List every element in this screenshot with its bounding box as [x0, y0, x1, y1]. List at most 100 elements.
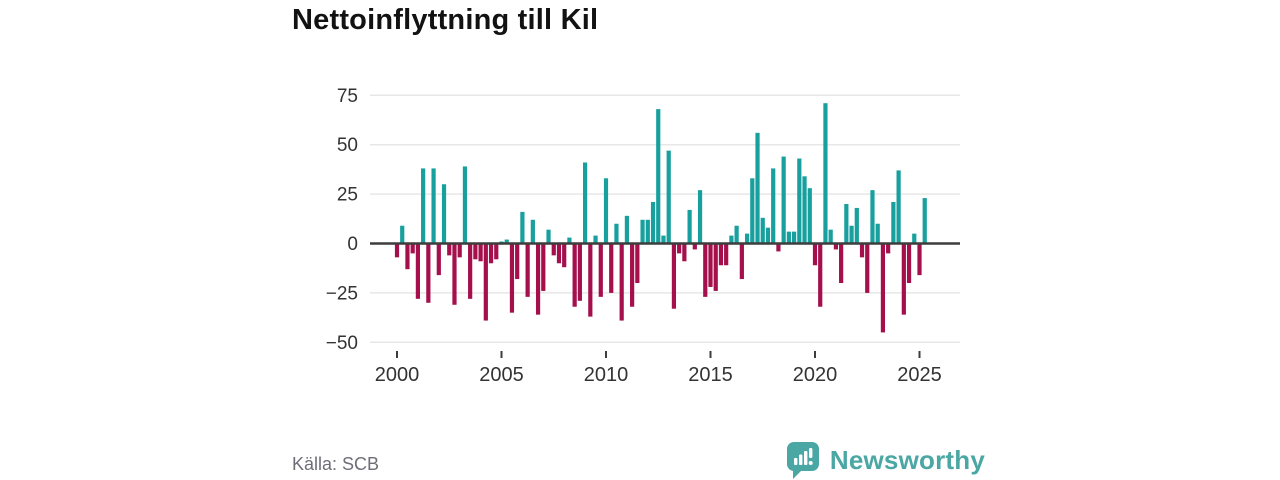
x-axis-label: 2015: [688, 364, 733, 386]
bar-positive: [431, 168, 436, 244]
bar-negative: [410, 243, 415, 254]
bar-positive: [530, 219, 535, 244]
bar-positive: [765, 227, 771, 244]
bar-negative: [447, 243, 452, 256]
bar-positive: [849, 225, 854, 244]
brand-logo: Newsworthy: [784, 440, 985, 480]
bar-negative: [724, 243, 729, 266]
bar-negative: [457, 243, 462, 258]
bar-negative: [436, 243, 441, 276]
bar-negative: [541, 243, 546, 291]
bar-negative: [739, 243, 744, 280]
bar-positive: [614, 223, 619, 244]
bar-negative: [405, 243, 410, 270]
y-axis-label: 75: [337, 86, 358, 107]
bar-positive: [400, 225, 405, 244]
source-note: Källa: SCB: [292, 454, 380, 474]
bar-positive: [744, 233, 750, 244]
bar-negative: [630, 243, 635, 307]
bar-positive: [922, 198, 927, 244]
bar-negative: [572, 243, 577, 307]
bar-positive: [687, 209, 692, 244]
bar-negative: [525, 243, 530, 297]
bar-positive: [781, 156, 786, 244]
bar-negative: [478, 243, 483, 262]
bar-positive: [771, 168, 776, 244]
bar-positive: [729, 235, 734, 244]
bar-negative: [598, 243, 603, 297]
bar-negative: [703, 243, 708, 297]
bar-negative: [677, 243, 682, 254]
bar-negative: [415, 243, 420, 299]
bar-positive: [828, 229, 833, 244]
bar-positive: [697, 190, 703, 244]
bar-negative: [692, 243, 697, 250]
y-axis-label: −50: [326, 333, 358, 354]
bar-positive: [504, 239, 509, 244]
bar-positive: [823, 103, 828, 244]
bar-positive: [546, 229, 551, 244]
bar-negative: [708, 243, 713, 287]
bar-positive: [870, 190, 875, 244]
x-axis-label: 2010: [584, 364, 629, 386]
bar-positive: [462, 166, 468, 244]
bar-negative: [588, 243, 593, 317]
bar-negative: [818, 243, 823, 307]
brand-name: Newsworthy: [829, 444, 985, 475]
bar-negative: [917, 243, 922, 276]
bar-negative: [682, 243, 687, 262]
bar-negative: [718, 243, 724, 266]
bar-positive: [734, 225, 739, 244]
bar-positive: [854, 207, 859, 244]
bar-positive: [786, 231, 791, 244]
bar-negative: [509, 243, 515, 313]
bar-positive: [875, 223, 880, 244]
bar-negative: [535, 243, 541, 315]
bar-positive: [593, 235, 598, 244]
bar-negative: [776, 243, 781, 252]
bar-negative: [901, 243, 906, 315]
x-axis-label: 2020: [793, 364, 838, 386]
bar-negative: [551, 243, 556, 256]
bar-positive: [755, 132, 760, 244]
bar-negative: [473, 243, 478, 260]
bar-positive: [661, 235, 666, 244]
bar-negative: [394, 243, 400, 258]
bar-negative: [577, 243, 582, 301]
bar-positive: [640, 219, 645, 244]
bar-negative: [609, 243, 614, 293]
bar-negative: [562, 243, 567, 268]
bar-positive: [807, 188, 812, 244]
y-axis-label: 0: [347, 234, 358, 255]
bar-negative: [515, 243, 520, 280]
bar-positive: [441, 184, 447, 244]
bar-positive: [912, 233, 917, 244]
bar-negative: [483, 243, 488, 321]
x-axis-label: 2005: [479, 364, 524, 386]
bar-positive: [567, 237, 572, 244]
y-axis-label: 25: [337, 185, 358, 206]
bar-negative: [886, 243, 891, 254]
bar-negative: [635, 243, 640, 284]
bar-positive: [520, 211, 525, 244]
chart-title: Nettoinflyttning till Kil: [292, 4, 599, 36]
bar-positive: [844, 203, 849, 244]
bar-negative: [713, 243, 718, 291]
bar-positive: [792, 231, 797, 244]
bar-positive: [583, 162, 588, 244]
bar-negative: [865, 243, 870, 293]
bar-negative: [859, 243, 865, 258]
bar-positive: [666, 150, 671, 244]
bar-chart-svg: 75 50 25 0 −25 −50 2000 2005 2010 2015 2020 2025: [326, 86, 960, 386]
y-axis-label: 50: [337, 135, 358, 156]
bar-negative: [880, 243, 886, 333]
bar-positive: [624, 215, 629, 244]
bar-negative: [671, 243, 677, 309]
bar-positive: [802, 176, 807, 244]
bar-negative: [556, 243, 562, 264]
bar-positive: [750, 178, 755, 244]
bar-negative: [619, 243, 624, 321]
bar-positive: [421, 168, 426, 244]
bar-negative: [452, 243, 457, 305]
